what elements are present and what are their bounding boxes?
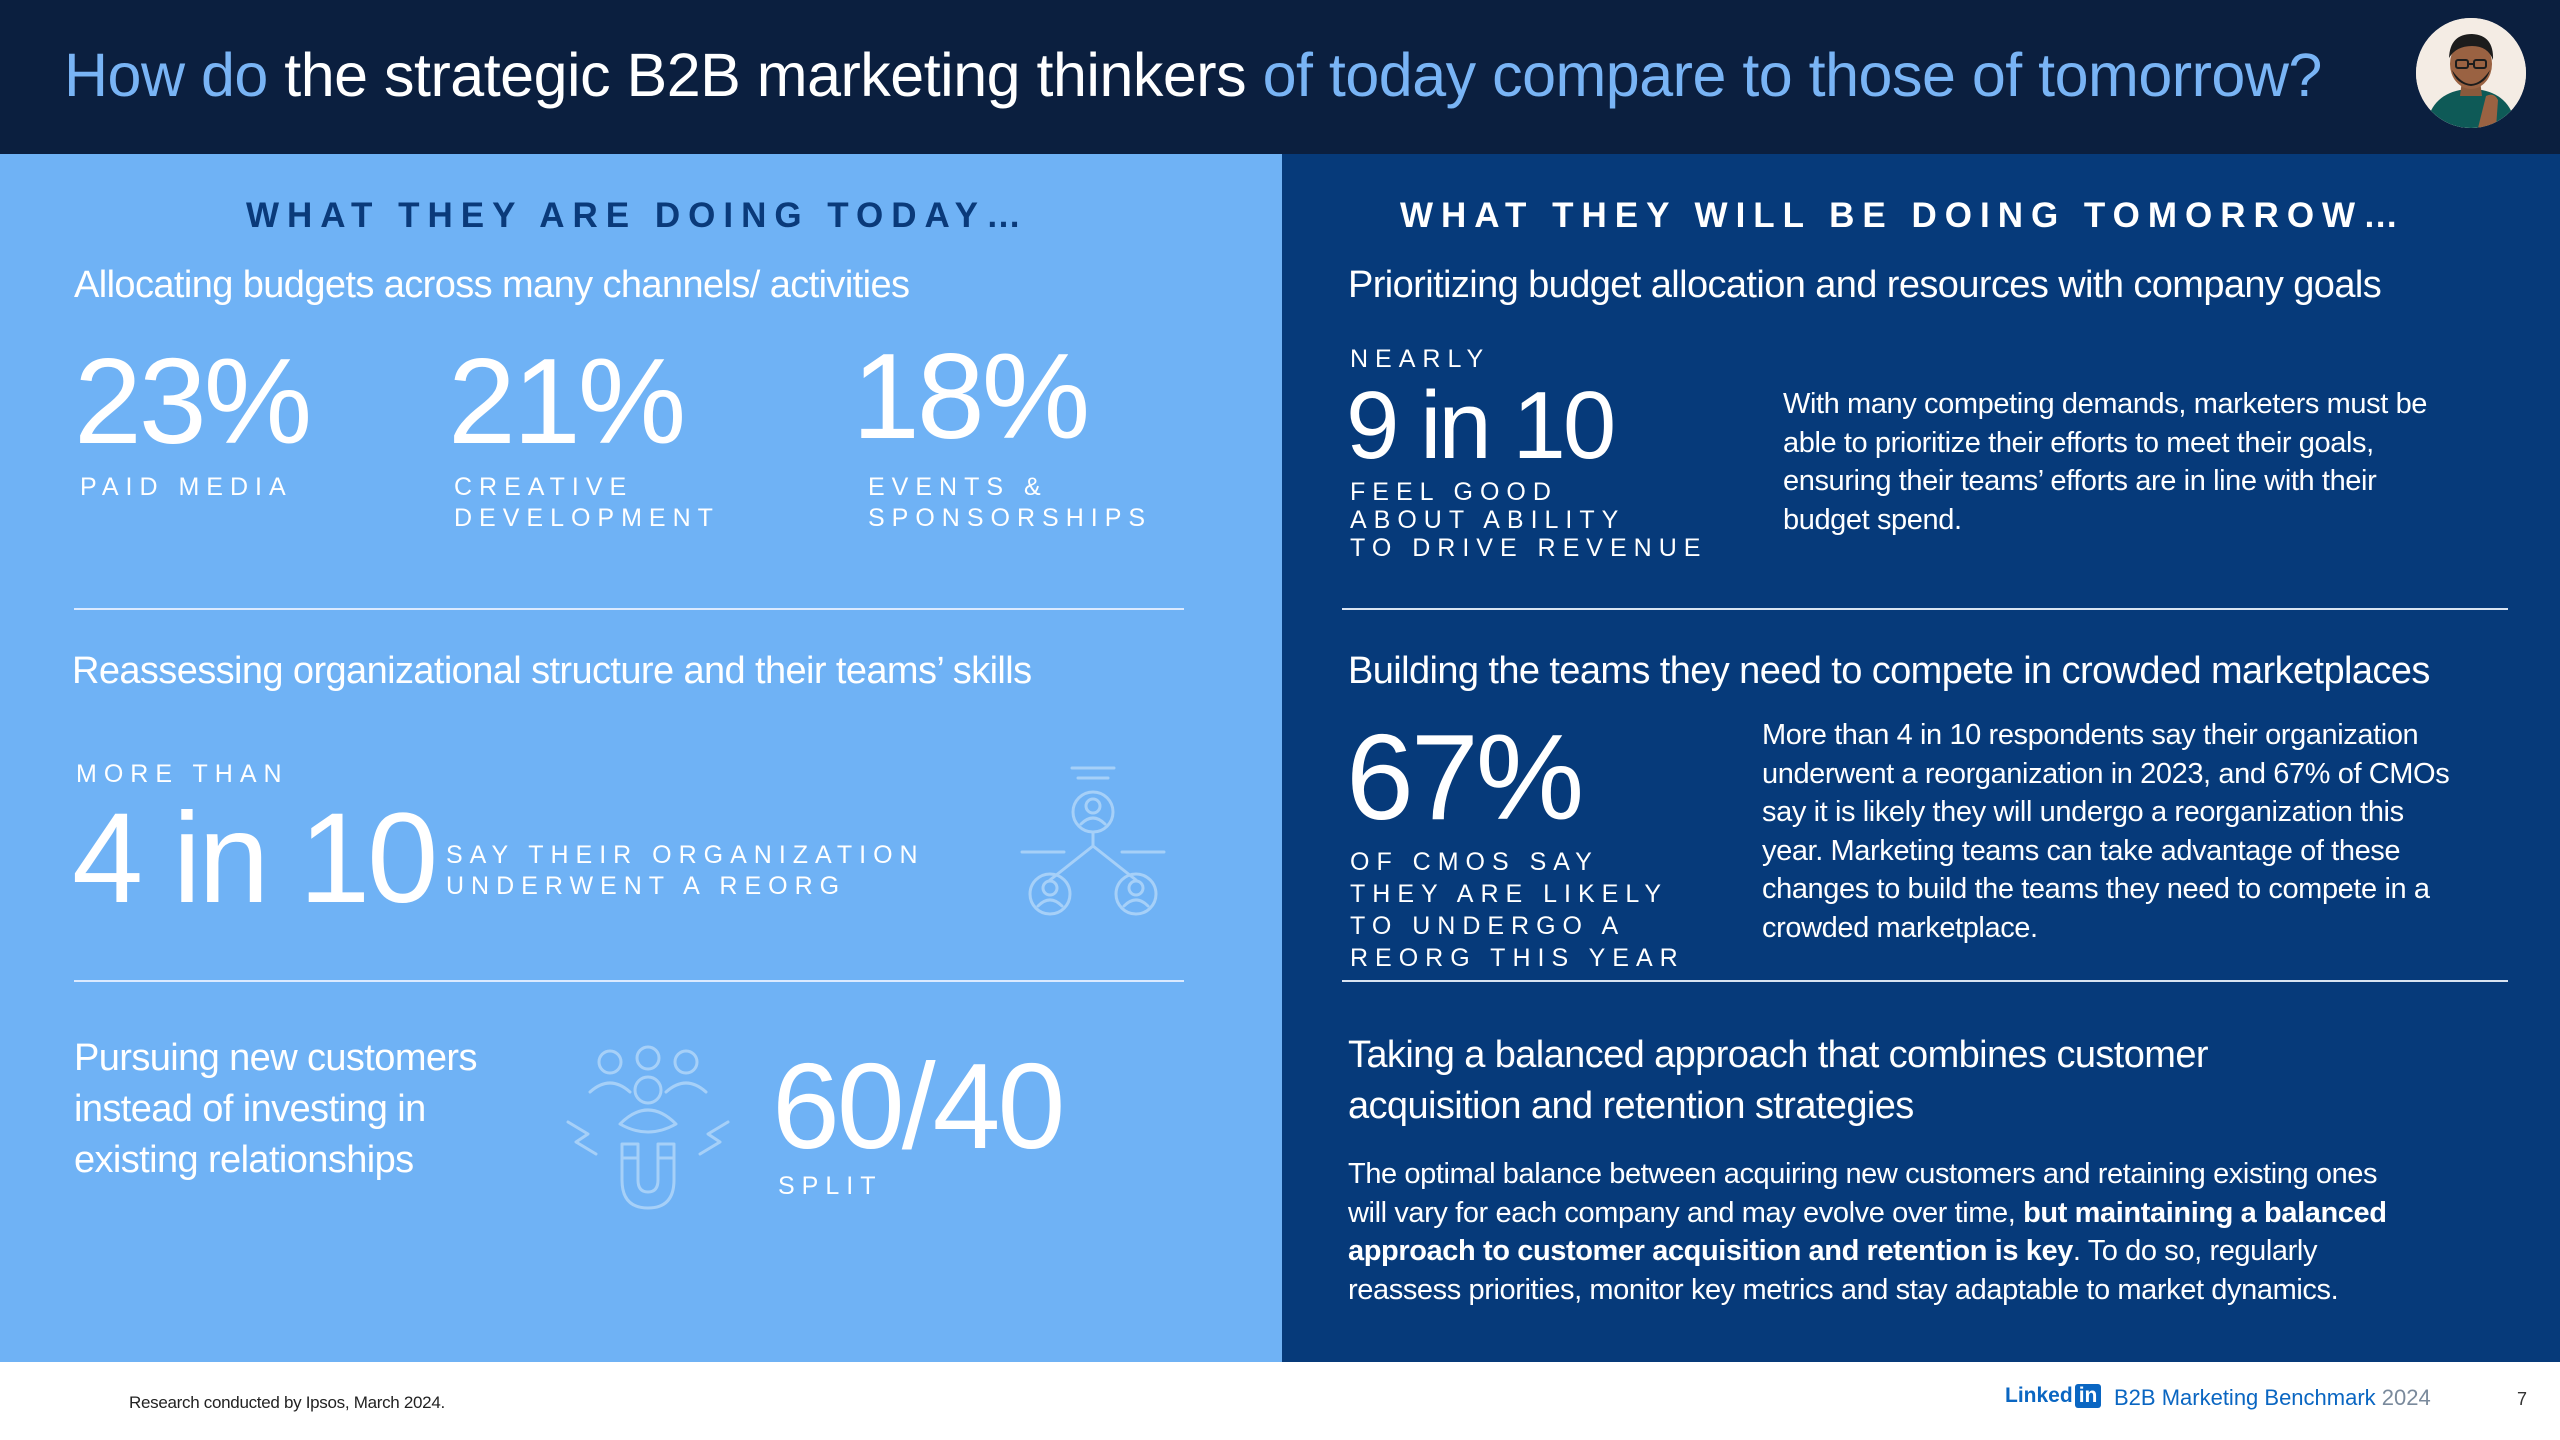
page-title: How do the strategic B2B marketing think… bbox=[64, 38, 2322, 112]
person-portrait-icon bbox=[2416, 18, 2526, 128]
today-divider-2 bbox=[74, 980, 1184, 982]
linkedin-logo-text: Linked bbox=[2005, 1384, 2073, 1407]
stat-paid-media-value: 23% bbox=[74, 333, 312, 469]
tomorrow-divider-2 bbox=[1342, 980, 2508, 982]
cmo-value: 67% bbox=[1346, 709, 1584, 845]
tomorrow-section1-title: Prioritizing budget allocation and resou… bbox=[1348, 264, 2382, 306]
tomorrow-section1-text: With many competing demands, marketers m… bbox=[1783, 388, 2428, 536]
today-section3-title: Pursuing new customers instead of invest… bbox=[74, 1037, 477, 1181]
today-section2-title: Reassessing organizational structure and… bbox=[72, 650, 1032, 692]
tomorrow-divider-1 bbox=[1342, 608, 2508, 610]
today-panel bbox=[0, 154, 1282, 1362]
tomorrow-panel bbox=[1282, 154, 2560, 1362]
text-emphasis: but maintaining a balanced approach to c… bbox=[1348, 1196, 2387, 1268]
title-part-b: the strategic B2B marketing thinkers bbox=[284, 41, 1247, 109]
tomorrow-section3-text: The optimal balance between acquiring ne… bbox=[1348, 1155, 2414, 1309]
header-bar: How do the strategic B2B marketing think… bbox=[0, 0, 2560, 154]
tomorrow-section2-text: More than 4 in 10 respondents say their … bbox=[1762, 719, 2450, 944]
today-divider-1 bbox=[74, 608, 1184, 610]
benchmark-title: B2B Marketing Benchmark 2024 bbox=[2114, 1385, 2431, 1411]
benchmark-name: B2B Marketing Benchmark bbox=[2114, 1385, 2376, 1410]
nearly-label: NEARLY bbox=[1350, 345, 1491, 373]
stat-events-value: 18% bbox=[852, 328, 1090, 464]
stat-creative-value: 21% bbox=[448, 333, 686, 469]
title-part-c: of today compare to those of tomorrow? bbox=[1262, 41, 2323, 109]
reorg-value: 4 in 10 bbox=[72, 787, 438, 930]
today-heading: WHAT THEY ARE DOING TODAY… bbox=[246, 196, 1029, 235]
text-part-a: The optimal balance between acquiring ne… bbox=[1348, 1158, 2378, 1229]
revenue-label: FEEL GOOD ABOUT ABILITY TO DRIVE REVENUE bbox=[1350, 478, 1708, 562]
benchmark-year: 2024 bbox=[2381, 1385, 2431, 1410]
stat-events-label: EVENTS & SPONSORSHIPS bbox=[868, 473, 1153, 532]
linkedin-logo-in: in bbox=[2074, 1384, 2102, 1408]
today-section1-title: Allocating budgets across many channels/… bbox=[74, 264, 910, 306]
cmo-label: OF CMOS SAY THEY ARE LIKELY TO UNDERGO A… bbox=[1350, 848, 1685, 972]
tomorrow-section3-title: Taking a balanced approach that combines… bbox=[1348, 1034, 2209, 1127]
more-than-label: MORE THAN bbox=[76, 760, 289, 788]
footer-source-note: Research conducted by Ipsos, March 2024. bbox=[129, 1393, 445, 1412]
revenue-value: 9 in 10 bbox=[1346, 372, 1616, 479]
linkedin-logo: Linked in bbox=[2005, 1384, 2102, 1408]
split-label: SPLIT bbox=[778, 1172, 883, 1200]
page-number: 7 bbox=[2517, 1389, 2528, 1409]
tomorrow-heading: WHAT THEY WILL BE DOING TOMORROW… bbox=[1400, 196, 2407, 235]
org-structure-icon bbox=[1020, 762, 1170, 927]
stat-paid-media-label: PAID MEDIA bbox=[80, 473, 293, 501]
split-value: 60/40 bbox=[772, 1038, 1065, 1174]
stat-creative-label: CREATIVE DEVELOPMENT bbox=[454, 473, 720, 532]
reorg-label: SAY THEIR ORGANIZATION UNDERWENT A REORG bbox=[446, 841, 925, 900]
customer-magnet-icon bbox=[560, 1040, 735, 1220]
tomorrow-section2-title: Building the teams they need to compete … bbox=[1348, 650, 2430, 692]
title-part-a: How do bbox=[64, 41, 268, 109]
text-part-c: . To do so, regularly reassess prioritie… bbox=[1348, 1235, 2339, 1306]
